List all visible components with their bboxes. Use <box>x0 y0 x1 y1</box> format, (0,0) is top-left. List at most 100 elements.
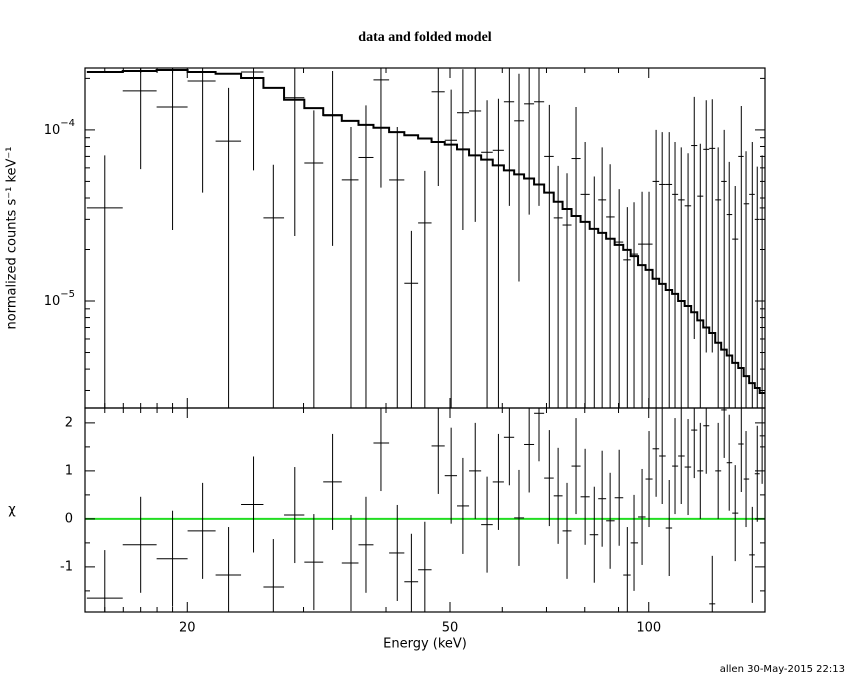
residual-point <box>684 419 692 516</box>
data-point <box>444 89 458 408</box>
data-point <box>715 147 722 408</box>
residual-point <box>721 408 727 458</box>
data-point <box>215 87 242 408</box>
residual-point <box>373 408 390 492</box>
residual-point <box>732 465 739 562</box>
data-point <box>652 129 660 408</box>
data-point <box>534 68 545 206</box>
bottom-plot <box>85 408 765 612</box>
residual-point <box>358 496 374 593</box>
data-point <box>697 143 704 408</box>
residual-point <box>469 422 482 519</box>
data-point <box>732 186 739 408</box>
data-point <box>598 147 607 408</box>
data-point <box>187 68 216 193</box>
data-point <box>544 104 554 408</box>
data-point <box>703 100 710 353</box>
residual-point <box>645 431 653 528</box>
data-point <box>684 153 692 408</box>
data-point <box>759 155 765 408</box>
residual-point <box>726 414 733 511</box>
residual-point <box>341 515 359 612</box>
data-point <box>678 147 685 408</box>
residual-point <box>241 456 264 553</box>
y-tick-label: 10−5 <box>44 289 75 309</box>
data-point <box>86 155 123 408</box>
data-point <box>614 189 624 408</box>
data-point <box>241 68 264 171</box>
residual-point <box>743 431 750 528</box>
residual-point <box>715 422 722 519</box>
residual-point <box>431 408 445 494</box>
residual-point <box>503 408 515 486</box>
residual-point <box>514 469 525 566</box>
residual-point <box>553 447 563 544</box>
data-point <box>431 68 445 187</box>
residual-point <box>749 506 755 603</box>
y-tick-label: 10−4 <box>44 118 75 138</box>
data-point <box>304 110 324 408</box>
residual-point <box>659 408 666 504</box>
residual-point <box>481 476 493 573</box>
data-point <box>524 68 535 215</box>
data-point <box>754 166 760 408</box>
data-point <box>562 173 572 408</box>
data-point <box>630 202 639 408</box>
top-plot <box>86 68 765 408</box>
model-line <box>86 68 765 395</box>
residual-point <box>652 408 660 497</box>
data-point <box>726 161 733 408</box>
residual-point <box>457 457 470 554</box>
data-point <box>469 68 482 222</box>
data-point <box>665 132 673 408</box>
residual-point <box>444 427 458 524</box>
residual-point <box>156 510 188 607</box>
data-point <box>659 132 666 408</box>
residual-point <box>389 504 405 601</box>
footer: allen 30-May-2015 22:13 <box>720 664 845 675</box>
y-tick-label: 1 <box>65 463 73 478</box>
residual-point <box>630 494 639 591</box>
residual-point <box>665 480 673 576</box>
data-point <box>263 164 285 408</box>
residual-point <box>187 482 216 579</box>
data-point <box>373 68 390 188</box>
residual-point <box>86 550 123 612</box>
data-point <box>492 98 504 408</box>
x-tick-label: 20 <box>179 621 196 636</box>
residual-point <box>580 448 590 545</box>
residual-point <box>562 482 572 579</box>
residual-point <box>638 468 646 565</box>
residual-point <box>589 486 599 583</box>
x-axis-label: Energy (keV) <box>383 637 467 652</box>
residual-point <box>738 408 744 492</box>
data-point <box>553 165 563 408</box>
residual-point <box>759 408 765 484</box>
chart-title: data and folded model <box>358 30 492 45</box>
residual-point <box>571 418 581 515</box>
data-point <box>589 176 599 408</box>
residual-point <box>418 521 432 612</box>
data-point <box>709 99 716 353</box>
residual-point <box>606 472 615 569</box>
residual-point <box>614 449 624 546</box>
data-point <box>389 126 405 408</box>
data-point <box>418 170 432 408</box>
residual-point <box>709 555 716 612</box>
y-tick-exponent: −5 <box>60 289 75 300</box>
y-tick-label: 2 <box>65 415 73 430</box>
data-point <box>284 68 305 236</box>
data-point <box>503 68 515 206</box>
x-tick-label: 50 <box>442 621 459 636</box>
residual-point <box>534 408 545 462</box>
data-point <box>580 141 590 408</box>
y-tick-base: 10 <box>44 294 61 309</box>
x-tick-label: 100 <box>636 621 661 636</box>
data-point <box>323 70 342 246</box>
residual-point <box>122 496 157 593</box>
data-point <box>514 73 525 282</box>
residual-point <box>304 514 324 611</box>
residual-point <box>492 433 504 530</box>
data-point <box>481 100 493 408</box>
